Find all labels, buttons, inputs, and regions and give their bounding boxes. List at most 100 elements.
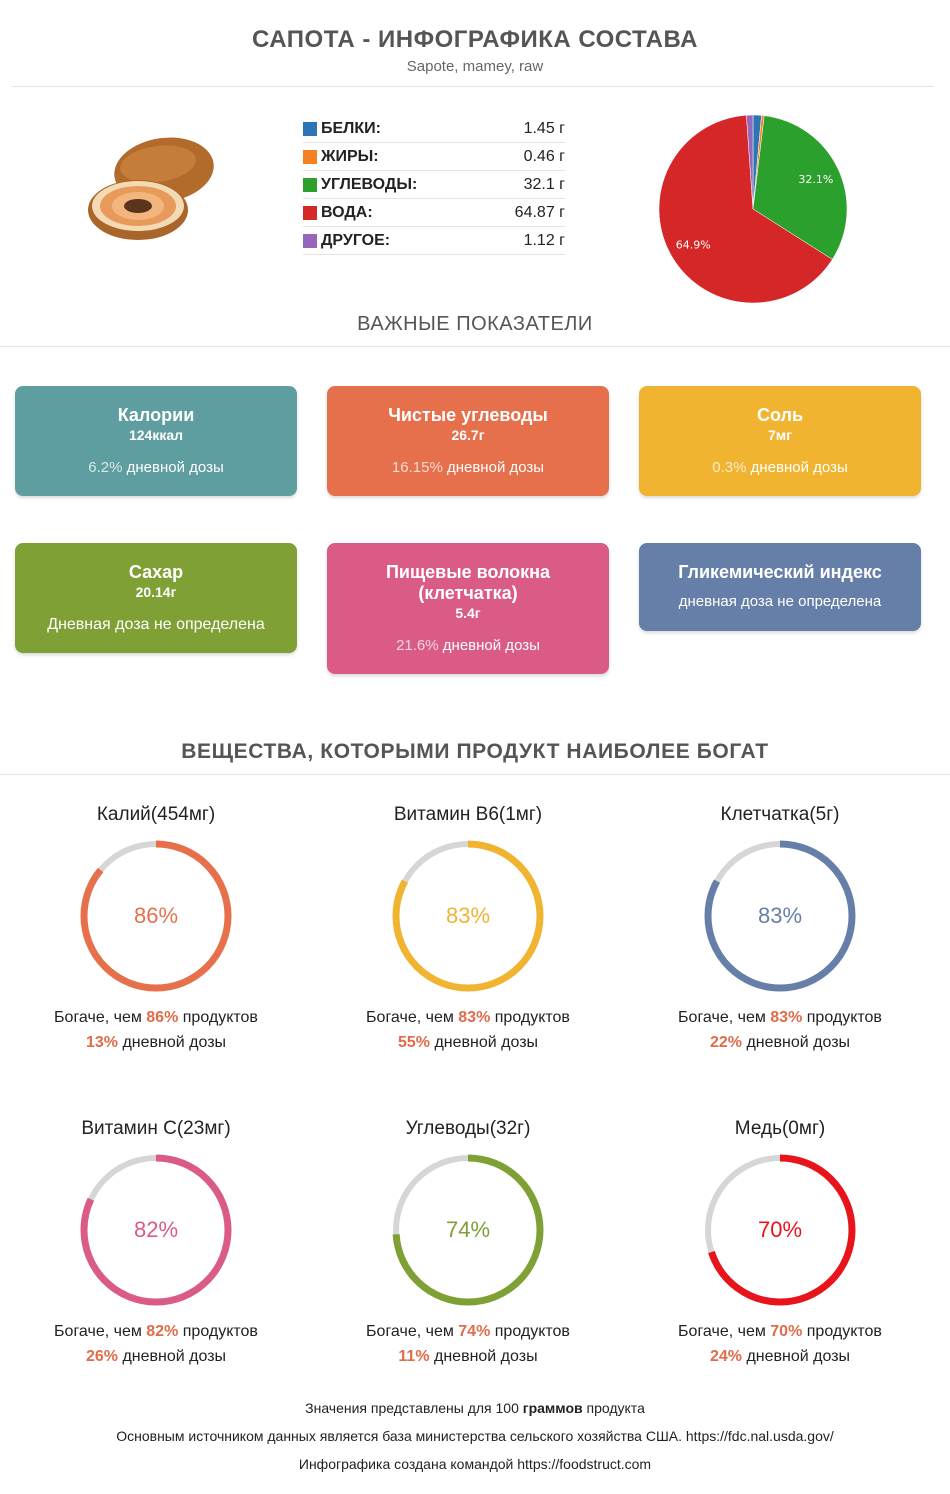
composition-pie-chart: 32.1% 64.9% (658, 114, 848, 304)
progress-ring: 83% (388, 836, 548, 996)
page-title: САПОТА - ИНФОГРАФИКА СОСТАВА (252, 26, 698, 53)
card-amount: 20.14г (135, 584, 177, 600)
page-subtitle: Sapote, mamey, raw (406, 58, 544, 75)
card-net-carbs: Чистые углеводы 26.7г 16.15% дневной доз… (327, 386, 609, 496)
richer-than-text: Богаче, чем 83% продуктов (366, 1009, 570, 1026)
daily-dose-text: 22% дневной дозы (709, 1034, 851, 1051)
macro-row-protein: БЕЛКИ: 1.45 г (303, 115, 565, 143)
richer-than-text: Богаче, чем 86% продуктов (54, 1009, 258, 1026)
ring-percent: 70% (757, 1217, 803, 1242)
nutrient-copper: Медь(0мг) 70% Богаче, чем 70% продуктов … (630, 1118, 930, 1366)
ring-progress-arc (704, 840, 856, 992)
ring-progress-arc (80, 1154, 232, 1306)
rich-nutrients-title: ВЕЩЕСТВА, КОТОРЫМИ ПРОДУКТ НАИБОЛЕЕ БОГА… (181, 740, 769, 763)
water-color-square (303, 205, 317, 220)
card-title: Калории (117, 405, 195, 425)
card-amount: 26.7г (451, 427, 485, 443)
daily-dose-text: 13% дневной дозы (85, 1034, 227, 1051)
nutrient-carbohydrates: Углеводы(32г) 74% Богаче, чем 74% продук… (318, 1118, 618, 1366)
ring-progress-arc (80, 840, 232, 992)
daily-dose-text: 55% дневной дозы (397, 1034, 539, 1051)
macro-label: ЖИРЫ: (321, 147, 379, 165)
nutrient-fiber: Клетчатка(5г) 83% Богаче, чем 83% продук… (630, 804, 930, 1052)
nutrient-name: Витамин B6(1мг) (393, 804, 543, 825)
card-dose: 6.2% дневной дозы (88, 459, 224, 476)
macro-value: 1.45 г (523, 119, 565, 137)
nutrient-name: Клетчатка(5г) (720, 804, 840, 825)
card-title: Гликемический индекс (678, 562, 882, 582)
card-dose: 21.6% дневной дозы (396, 637, 540, 654)
progress-ring: 74% (388, 1150, 548, 1310)
macro-value: 64.87 г (514, 203, 565, 221)
card-dose: дневная доза не определена (678, 593, 882, 610)
ring-progress-arc (704, 1154, 856, 1306)
macro-value: 0.46 г (523, 147, 565, 165)
ring-progress-arc (392, 840, 544, 992)
card-sugar: Сахар 20.14г Дневная доза не определена (15, 543, 297, 653)
pie-slice-label: 64.9% (676, 239, 711, 252)
progress-ring: 82% (76, 1150, 236, 1310)
nutrient-vitamin-b6: Витамин B6(1мг) 83% Богаче, чем 83% прод… (318, 804, 618, 1052)
card-fiber: Пищевые волокна (клетчатка) 5.4г 21.6% д… (327, 543, 609, 674)
macro-table: БЕЛКИ: 1.45 г ЖИРЫ: 0.46 г УГЛЕВОДЫ: 32.… (303, 115, 565, 255)
macro-row-carbs: УГЛЕВОДЫ: 32.1 г (303, 171, 565, 199)
divider (12, 86, 934, 87)
card-calories: Калории 124ккал 6.2% дневной дозы (15, 386, 297, 496)
sapote-fruit-image (88, 137, 214, 240)
nutrient-name: Медь(0мг) (734, 1118, 826, 1139)
macro-value: 32.1 г (523, 175, 565, 193)
progress-ring: 83% (700, 836, 860, 996)
indicators-title: ВАЖНЫЕ ПОКАЗАТЕЛИ (357, 313, 593, 335)
footer-credit-note: Инфографика создана командой https://foo… (298, 1456, 652, 1472)
ring-percent: 83% (445, 903, 491, 928)
card-dose: 0.3% дневной дозы (712, 459, 848, 476)
card-dose: Дневная доза не определена (47, 616, 265, 633)
card-title: Сахар (128, 562, 184, 582)
macro-label: ВОДА: (321, 203, 373, 221)
progress-ring: 86% (76, 836, 236, 996)
macro-row-fat: ЖИРЫ: 0.46 г (303, 143, 565, 171)
card-salt: Соль 7мг 0.3% дневной дозы (639, 386, 921, 496)
card-amount: 7мг (768, 427, 792, 443)
macro-label: УГЛЕВОДЫ: (321, 175, 418, 193)
macro-label: БЕЛКИ: (321, 119, 381, 137)
richer-than-text: Богаче, чем 70% продуктов (678, 1323, 882, 1340)
card-amount: 5.4г (455, 605, 481, 621)
footer-source-note: Основным источником данных является база… (116, 1428, 834, 1444)
richer-than-text: Богаче, чем 83% продуктов (678, 1009, 882, 1026)
ring-percent: 86% (133, 903, 179, 928)
richer-than-text: Богаче, чем 74% продуктов (366, 1323, 570, 1340)
divider (0, 774, 950, 775)
card-glycemic-index: Гликемический индекс дневная доза не опр… (639, 543, 921, 631)
ring-progress-arc (392, 1154, 544, 1306)
ring-percent: 74% (445, 1217, 491, 1242)
other-color-square (303, 233, 317, 248)
macro-row-water: ВОДА: 64.87 г (303, 199, 565, 227)
pie-slice-3 (658, 114, 833, 304)
nutrient-name: Углеводы(32г) (405, 1118, 531, 1139)
carbs-color-square (303, 177, 317, 192)
fat-color-square (303, 149, 317, 164)
footer-serving-note: Значения представлены для 100 граммов пр… (305, 1400, 645, 1416)
nutrient-vitamin-c: Витамин C(23мг) 82% Богаче, чем 82% прод… (6, 1118, 306, 1366)
pie-slice-2 (752, 115, 848, 260)
nutrient-name: Витамин C(23мг) (81, 1118, 231, 1139)
progress-ring: 70% (700, 1150, 860, 1310)
divider (0, 346, 950, 347)
card-title: Пищевые волокна (клетчатка) (385, 562, 551, 603)
ring-percent: 82% (133, 1217, 179, 1242)
card-dose: 16.15% дневной дозы (391, 459, 545, 476)
daily-dose-text: 11% дневной дозы (398, 1348, 538, 1365)
protein-color-square (303, 121, 317, 136)
macro-row-other: ДРУГОЕ: 1.12 г (303, 227, 565, 255)
ring-percent: 83% (757, 903, 803, 928)
nutrient-potassium: Калий(454мг) 86% Богаче, чем 86% продукт… (6, 804, 306, 1052)
card-title: Соль (756, 405, 804, 425)
nutrient-name: Калий(454мг) (96, 804, 216, 825)
richer-than-text: Богаче, чем 82% продуктов (54, 1323, 258, 1340)
card-title: Чистые углеводы (388, 405, 548, 425)
macro-value: 1.12 г (523, 231, 565, 249)
macro-label: ДРУГОЕ: (321, 231, 391, 249)
daily-dose-text: 24% дневной дозы (709, 1348, 851, 1365)
pie-slice-4 (746, 114, 754, 210)
